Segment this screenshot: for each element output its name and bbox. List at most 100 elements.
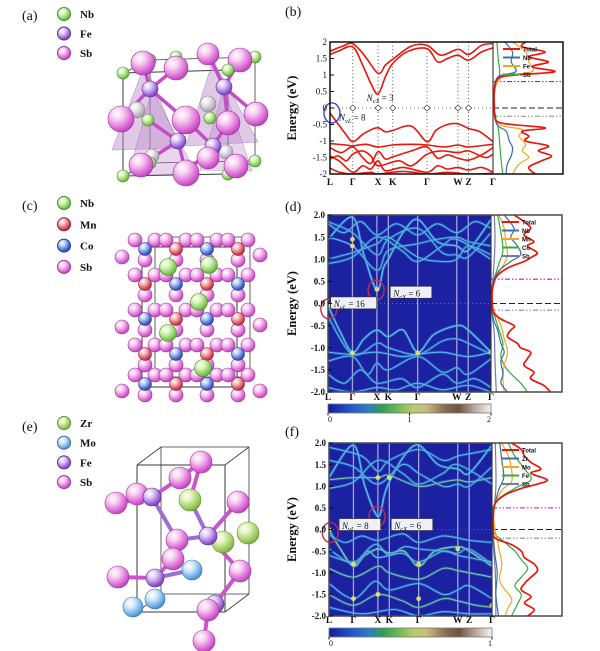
y-tick-label: -1.0 [312,568,327,578]
y-axis-ticks: 2 1.5 1 0.5 0 -0.5 -1 -1.5 -2 [313,37,334,179]
dos-curve-Total [492,443,549,616]
atom-ghost [199,95,217,113]
atom-Fe [145,568,165,588]
band-line [329,565,492,580]
atom-Sb [127,232,143,248]
legend-label-Sb: Sb [80,262,92,274]
atom-Sb [127,367,143,383]
legend: Nb Fe Sb [57,7,94,60]
atom-Sb [189,267,205,283]
atom-Nb [159,324,177,342]
atom-Sb [240,302,256,318]
y-tick-label: 1.0 [315,481,327,491]
atom-Sb [127,302,143,318]
atom-Co [231,347,245,361]
atom-Nb [141,113,155,127]
k-label-K: K [386,616,394,626]
atom-Zr [236,521,260,545]
panel-c-crystal-structure: (c) Nb Mn Co Sb [22,196,268,403]
atoms [104,450,260,651]
band-line [329,580,492,600]
atom-Fe [169,132,187,150]
k-label-Γ: Γ [490,178,496,188]
y-tick-label: 0.0 [314,299,326,309]
atom-Mn [169,242,183,256]
y-tick-label: -0.5 [312,546,327,556]
atom-Mn [138,277,152,291]
panel-a-crystal-structure: (a) Nb Fe Sb [22,7,269,187]
atom-Co [169,277,183,291]
atom-Fe [141,80,159,98]
k-label-Γ: Γ [424,178,430,188]
y-tick-label: 1.5 [314,232,326,242]
atom-Fe [142,487,162,507]
y-tick-label: -2.0 [312,611,327,621]
dos-legend-label-Mo: Mo [522,465,531,471]
k-label-Γ: Γ [489,616,495,626]
dos-legend: Total Nb Mn Co Sb [502,220,536,260]
spectral-hotspot [386,475,392,480]
atom-Mo [144,588,166,610]
atom-Sb [114,249,130,265]
band-panel-f: (f) Energy (eV) Total Zr Mo Fe Sb NvL = 8 NcX = … [285,425,563,648]
atom-Sb [226,490,250,514]
atom-Nb [194,359,212,377]
atom-Mo [181,559,203,581]
atom-Sb [196,146,220,170]
colorbar-tick-label: 1 [488,639,492,648]
atom-Mn [200,347,214,361]
atom-Sb [220,367,236,383]
band-line [330,155,493,174]
dos-legend-label-Nb: Nb [522,229,530,235]
atom-Co [200,377,214,391]
k-label-X: X [373,393,380,403]
spectral-hotspot [416,596,422,602]
legend-swatch-Zr [57,416,71,430]
band-lines [330,42,493,174]
panel-label-f: (f) [285,425,299,440]
band-line [328,355,491,376]
k-label-K: K [385,393,393,403]
k-label-Γ: Γ [416,616,422,626]
atom-Co [138,242,152,256]
dos-legend-label-Nb: Nb [523,56,531,62]
dos-legend: Total Nb Fe Sb [503,47,537,79]
band-line [329,533,492,544]
legend-swatch-Sb [57,46,71,60]
legend-swatch-Sb [57,475,71,490]
atom-Nb [248,154,262,168]
band-lines [329,443,492,616]
y-tick-label: -1.0 [311,343,326,353]
y-tick-label: 0.0 [315,525,327,535]
atom-Mn [231,377,245,391]
atom-Sb [127,267,143,283]
dos-curve-Fe [493,42,535,174]
k-label-X: X [374,616,381,626]
unit-cell-box [136,446,250,613]
atom-Sb [215,110,241,136]
band-line [330,112,493,143]
atom-Sb [189,337,205,353]
structure-e: (e) Zr Mo Fe Sb [22,416,260,651]
band-line [328,221,491,236]
panel-label-a: (a) [22,9,38,24]
spectral-hotspot [350,236,355,242]
panel-label-d: (d) [285,200,302,215]
atom-Co [138,312,152,326]
legend-swatch-Fe [57,26,71,41]
band-count-circle [323,102,341,124]
atom-Mn [200,277,214,291]
atom-Sb [165,528,189,552]
y-tick-label: 2 [323,37,328,47]
atom-Sb [196,598,220,622]
legend-swatch-Sb [57,259,71,274]
band-line [330,149,493,167]
atom-Sb [171,105,201,135]
spectral-hotspot [416,561,422,567]
reference-lines [491,278,562,311]
band-line [329,550,492,563]
atom-Zr [178,488,202,512]
